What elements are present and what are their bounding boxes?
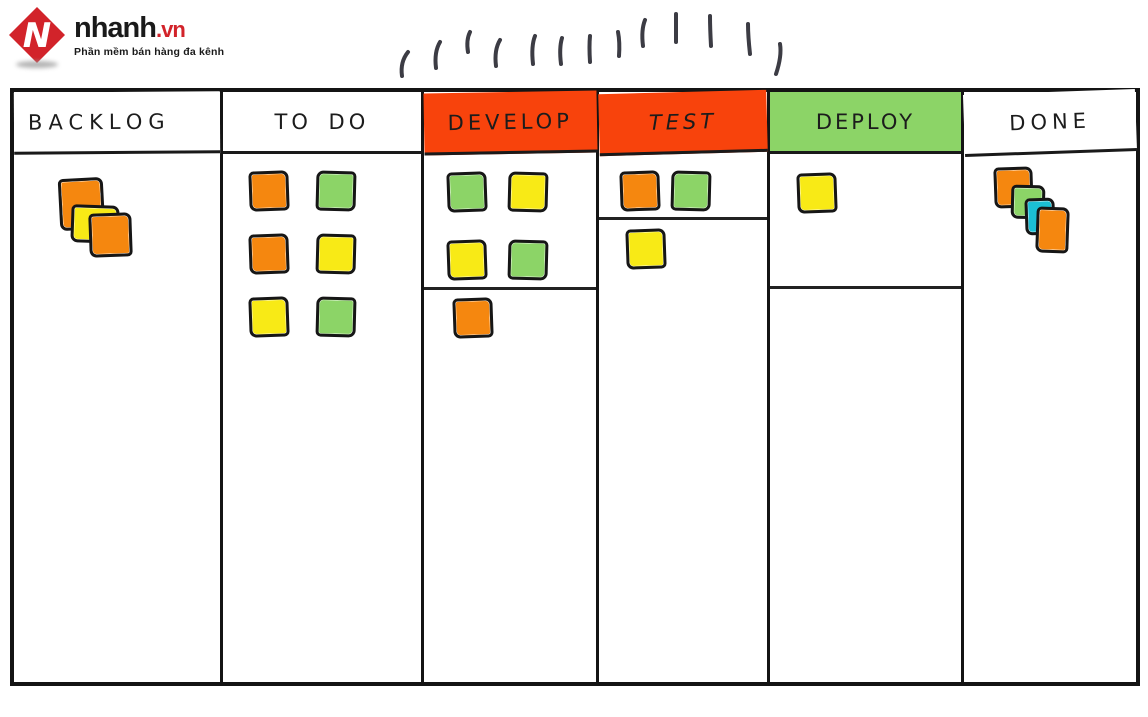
sticky-note-orange[interactable] <box>451 297 494 339</box>
sticky-note-orange[interactable] <box>88 212 133 258</box>
nhanhvn-logo[interactable]: N nhanh.vn Phần mềm bán hàng đa kênh <box>8 6 224 68</box>
sticky-note-green[interactable] <box>445 171 488 213</box>
kanban-board: BACKLOG TO DO DEVELOP TEST <box>10 88 1140 686</box>
column-develop: DEVELOP <box>422 90 600 682</box>
svg-text:N: N <box>23 16 51 56</box>
sticky-note-yellow[interactable] <box>506 171 549 213</box>
column-deploy: DEPLOY <box>770 92 964 682</box>
sticky-note-green[interactable] <box>506 238 549 281</box>
sticky-note-yellow[interactable] <box>625 228 667 270</box>
column-body-develop <box>423 154 597 682</box>
column-header-todo: TO DO <box>223 92 421 154</box>
develop-section-bottom <box>424 290 597 339</box>
column-header-backlog: BACKLOG <box>13 91 221 155</box>
develop-section-top <box>423 154 597 290</box>
column-body-deploy <box>770 154 961 682</box>
todo-notes <box>223 154 420 338</box>
sticky-note-yellow[interactable] <box>796 172 838 214</box>
sticky-note-yellow[interactable] <box>248 296 290 338</box>
sticky-note-orange[interactable] <box>1034 206 1070 254</box>
sticky-note-orange[interactable] <box>248 233 290 275</box>
brand-name: nhanh.vn <box>74 12 186 44</box>
tally-marks-decoration <box>399 12 783 78</box>
column-done: DONE <box>962 89 1138 682</box>
logo-shadow <box>16 61 58 68</box>
deploy-section-top <box>770 154 961 289</box>
column-body-done <box>964 154 1136 682</box>
backlog-note-stack <box>14 154 220 682</box>
sticky-note-green[interactable] <box>670 170 712 212</box>
brand-tld: .vn <box>156 17 186 42</box>
column-backlog: BACKLOG <box>13 91 224 682</box>
column-header-deploy: DEPLOY <box>770 92 961 154</box>
sticky-note-green[interactable] <box>315 296 357 338</box>
column-todo: TO DO <box>223 92 424 682</box>
logo-text: nhanh.vn Phần mềm bán hàng đa kênh <box>74 6 225 59</box>
column-test: TEST <box>598 89 771 682</box>
sticky-note-orange[interactable] <box>248 170 290 212</box>
nhanh-logo-icon: N <box>8 6 66 68</box>
column-body-todo <box>223 154 420 682</box>
test-section-top <box>599 154 768 220</box>
sticky-note-yellow[interactable] <box>315 233 357 275</box>
done-note-stack <box>964 154 1136 682</box>
column-header-test: TEST <box>598 89 768 157</box>
column-body-backlog <box>14 154 220 682</box>
column-header-develop: DEVELOP <box>422 90 597 156</box>
sticky-note-orange[interactable] <box>619 170 661 212</box>
test-section-bottom <box>599 220 767 270</box>
sticky-note-green[interactable] <box>315 170 357 212</box>
sticky-note-yellow[interactable] <box>445 238 488 281</box>
column-header-done: DONE <box>962 89 1138 157</box>
brand-tagline: Phần mềm bán hàng đa kênh <box>74 46 225 58</box>
column-body-test <box>599 154 768 682</box>
